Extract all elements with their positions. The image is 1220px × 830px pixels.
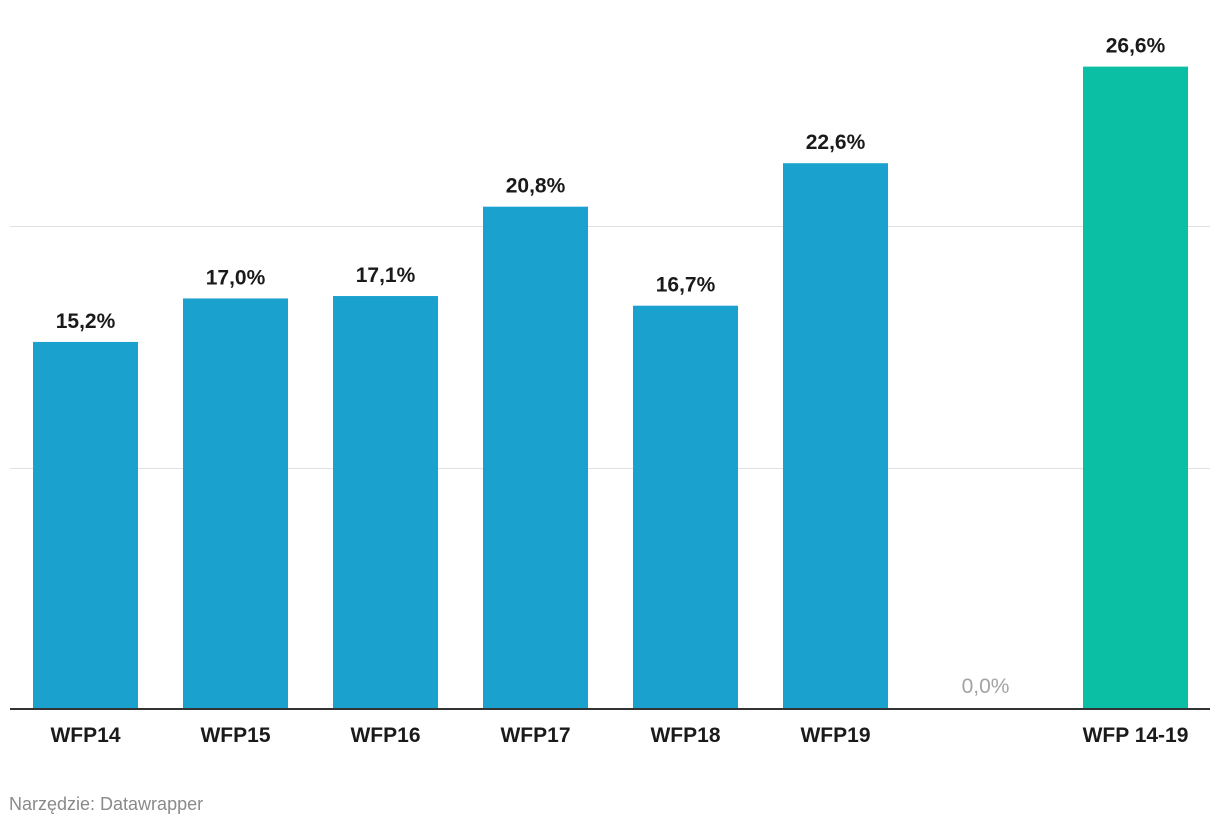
category-label: WFP 14-19 — [1083, 724, 1189, 747]
value-labels: 15,2% 17,0% 17,1% 20,8% 16,7% 22,6% 0,0% 26,6% — [56, 35, 1166, 698]
value-label: 22,6% — [806, 131, 866, 154]
bar-wfp15 — [183, 298, 288, 709]
bar-wfp16 — [333, 296, 438, 709]
value-label: 17,0% — [206, 266, 266, 289]
bar-wfp-14-19 — [1083, 66, 1188, 710]
category-labels: WFP14 WFP15 WFP16 WFP17 WFP18 WFP19 WFP 14-19 — [50, 724, 1188, 747]
category-label: WFP17 — [500, 724, 570, 747]
bar-wfp17 — [483, 206, 588, 709]
value-label: 26,6% — [1106, 35, 1166, 58]
bar-chart: 15,2%17,0% 17,1%20,8%16,7%22,6%0,0%26,6% … — [10, 35, 1210, 747]
bar-wfp14 — [33, 341, 138, 709]
category-label: WFP14 — [50, 724, 120, 747]
bar-wfp18 — [633, 305, 738, 709]
value-label: 16,7% — [656, 274, 716, 297]
category-label: WFP19 — [800, 724, 870, 747]
value-label: 20,8% — [506, 175, 566, 198]
category-label: WFP16 — [350, 724, 420, 747]
category-label: WFP18 — [650, 724, 720, 747]
source-credit: Narzędzie: Datawrapper — [9, 794, 204, 814]
value-label: 17,1% — [356, 264, 416, 287]
value-label: 15,2% — [56, 310, 116, 333]
bar-wfp19 — [783, 163, 888, 709]
bars — [33, 66, 1188, 710]
value-label: 0,0% — [962, 675, 1010, 698]
category-label: WFP15 — [200, 724, 270, 747]
